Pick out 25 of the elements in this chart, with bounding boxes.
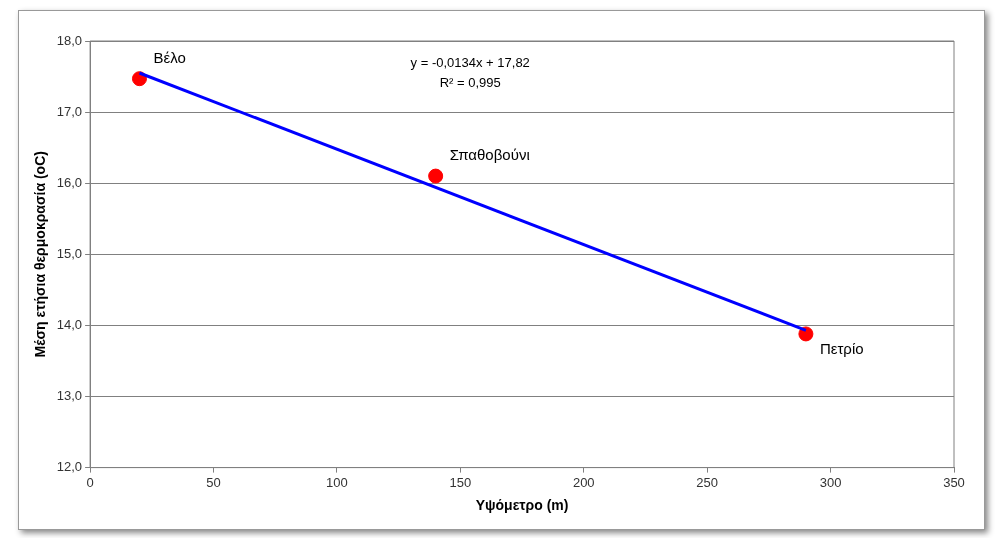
annotation: y = -0,0134x + 17,82 [410,54,530,70]
x-tick-label: 350 [943,474,965,490]
y-tick-label: 16,0 [56,174,83,190]
x-tick-label: 150 [449,474,472,490]
x-tick-label: 50 [206,474,221,490]
y-axis-title: Μέση ετήσια θερμοκρασία (oC) [32,151,49,358]
y-tick-label: 12,0 [56,459,83,475]
x-tick-label: 0 [86,474,94,490]
annotation: Σπαθοβούνι [449,146,530,164]
point [428,168,444,184]
x-tick-label: 250 [696,474,719,490]
annotation: R² = 0,995 [439,74,501,90]
y-tick-label: 14,0 [56,316,83,332]
point [798,326,814,342]
point [131,71,147,87]
annotation: Βέλο [153,48,186,66]
y-tick-label: 15,0 [56,245,83,261]
y-tick-label: 18,0 [56,32,83,48]
y-tick-label: 17,0 [56,103,83,119]
y-tick-label: 13,0 [56,388,83,404]
x-tick-label: 300 [819,474,842,490]
x-tick-label: 200 [572,474,595,490]
x-axis-title: Υψόμετρο (m) [475,497,569,514]
annotation: Πετρίο [819,340,864,358]
x-tick-label: 100 [326,474,348,490]
